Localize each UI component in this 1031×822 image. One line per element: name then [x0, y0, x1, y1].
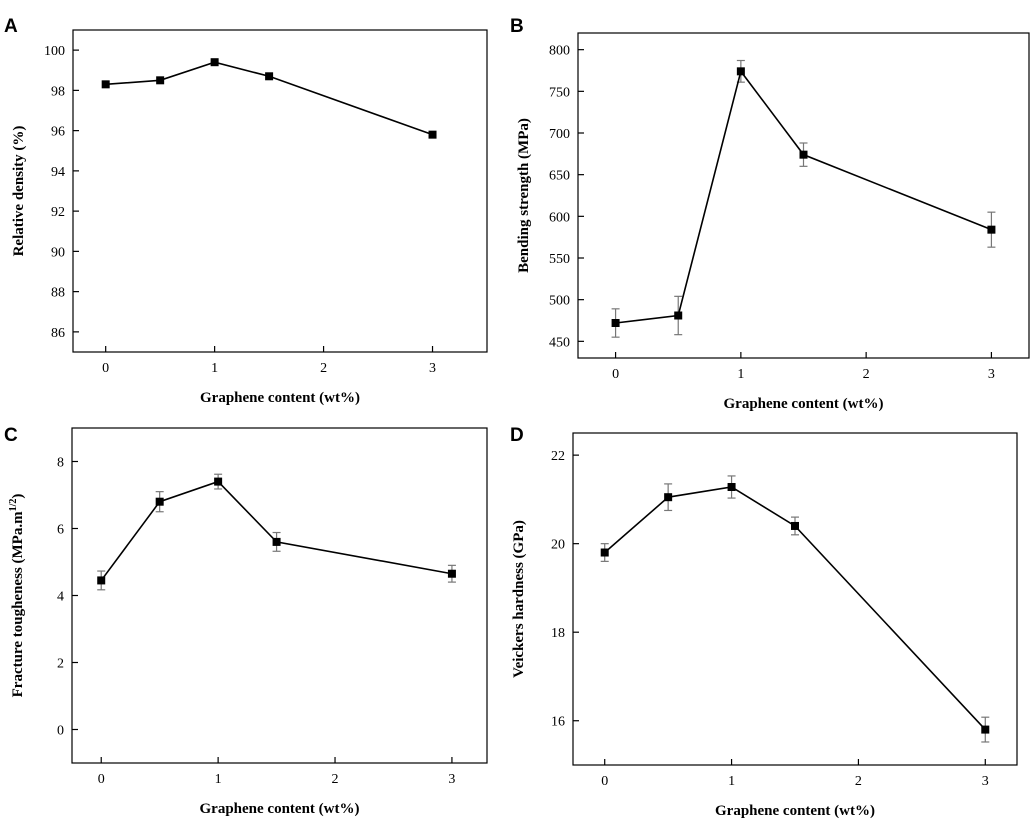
data-point — [265, 72, 274, 81]
chart-panel-c: C 0 1 2 3 0 2 4 6 8 Graphene content (wt%) Fracture… — [4, 425, 488, 817]
plot-frame — [572, 432, 1018, 766]
data-point — [155, 497, 164, 506]
x-axis-title: Graphene content (wt%) — [724, 396, 884, 412]
data-point — [664, 493, 673, 502]
y-tick-label: 0 — [57, 724, 64, 739]
y-tick-label: 550 — [549, 252, 570, 267]
y-tick-label: 500 — [549, 294, 570, 309]
y-tick-label: 90 — [51, 245, 65, 260]
series-line — [100, 480, 453, 581]
x-tick-label: 0 — [102, 361, 109, 376]
y-axis-title-superscript: 1/2 — [8, 499, 19, 512]
y-tick-label: 4 — [57, 590, 64, 605]
y-axis-title: Veickers hardness (GPa) — [511, 520, 527, 678]
y-tick-label: 94 — [51, 165, 65, 180]
y-tick-label: 96 — [51, 125, 65, 140]
chart-panel-d: D 0 1 2 3 16 18 20 22 Graphene content (wt%) Veick… — [510, 425, 1018, 819]
plot-frame — [72, 29, 488, 353]
x-tick-label: 3 — [429, 361, 436, 376]
data-point — [674, 311, 683, 320]
x-tick-label: 1 — [728, 774, 735, 789]
data-point — [987, 225, 996, 234]
panel-letter: A — [4, 16, 18, 37]
y-tick-label: 650 — [549, 169, 570, 184]
x-tick-label: 3 — [448, 772, 455, 787]
panel-letter: C — [4, 425, 18, 446]
data-point — [156, 76, 165, 85]
y-tick-label: 600 — [549, 210, 570, 225]
y-axis-title: Fracture tougheness (MPa.m1/2) — [8, 494, 26, 698]
data-point — [791, 521, 799, 530]
x-tick-label: 1 — [215, 772, 222, 787]
y-tick-label: 450 — [549, 335, 570, 350]
data-point — [101, 80, 110, 89]
series-line — [615, 69, 992, 324]
y-tick-label: 86 — [51, 326, 65, 341]
y-tick-label: 750 — [549, 85, 570, 100]
y-tick-label: 22 — [551, 449, 565, 464]
x-tick-label: 3 — [982, 774, 989, 789]
data-point — [981, 725, 990, 734]
x-tick-label: 1 — [211, 361, 218, 376]
x-tick-label: 2 — [332, 772, 339, 787]
y-axis-title: Relative density (%) — [11, 126, 27, 257]
data-point — [210, 58, 219, 67]
y-tick-label: 6 — [57, 523, 64, 538]
y-axis-title-main: Bending strength (MPa) — [516, 118, 532, 273]
x-tick-label: 0 — [601, 774, 608, 789]
y-tick-label: 88 — [51, 286, 65, 301]
data-point — [272, 537, 281, 546]
data-point — [611, 319, 620, 327]
x-tick-label: 0 — [98, 772, 105, 787]
y-axis-title: Bending strength (MPa) — [516, 118, 532, 273]
plot-frame — [577, 32, 1030, 359]
x-axis-title: Graphene content (wt%) — [200, 390, 360, 406]
y-tick-label: 20 — [551, 538, 565, 553]
chart-panel-b: B 0 1 2 3 450 500 550 600 650 700 750 800 Graphene co… — [510, 16, 1030, 412]
data-point — [214, 477, 223, 486]
x-tick-label: 1 — [737, 367, 744, 382]
y-tick-label: 100 — [44, 44, 65, 59]
y-tick-label: 92 — [51, 205, 65, 220]
data-point — [736, 67, 745, 76]
y-axis-title-end: ) — [10, 494, 26, 499]
y-tick-label: 18 — [551, 626, 565, 641]
y-tick-label: 98 — [51, 84, 65, 99]
plot-frame — [71, 427, 488, 764]
x-tick-label: 2 — [320, 361, 327, 376]
data-point — [727, 483, 736, 492]
y-axis-title-main: Veickers hardness (GPa) — [511, 520, 527, 678]
x-tick-label: 3 — [988, 367, 995, 382]
x-tick-label: 2 — [863, 367, 870, 382]
x-axis-title: Graphene content (wt%) — [200, 801, 360, 817]
y-tick-label: 800 — [549, 44, 570, 59]
y-tick-label: 700 — [549, 127, 570, 142]
data-point — [799, 150, 808, 159]
data-point — [600, 548, 609, 557]
y-tick-label: 8 — [57, 456, 64, 471]
y-tick-label: 2 — [57, 657, 64, 672]
x-tick-label: 2 — [855, 774, 862, 789]
panel-letter: D — [510, 425, 524, 446]
y-axis-title-main: Relative density (%) — [11, 126, 27, 257]
y-tick-label: 16 — [551, 715, 565, 730]
y-axis-title-main: Fracture tougheness (MPa.m — [10, 511, 26, 697]
chart-panel-a: A 0 1 2 3 86 88 90 92 94 96 98 100 Graphene content (… — [4, 16, 488, 406]
data-point — [447, 569, 456, 578]
panel-letter: B — [510, 16, 524, 37]
data-point — [428, 130, 437, 139]
data-point — [97, 576, 106, 585]
x-axis-title: Graphene content (wt%) — [715, 803, 875, 819]
x-tick-label: 0 — [612, 367, 619, 382]
